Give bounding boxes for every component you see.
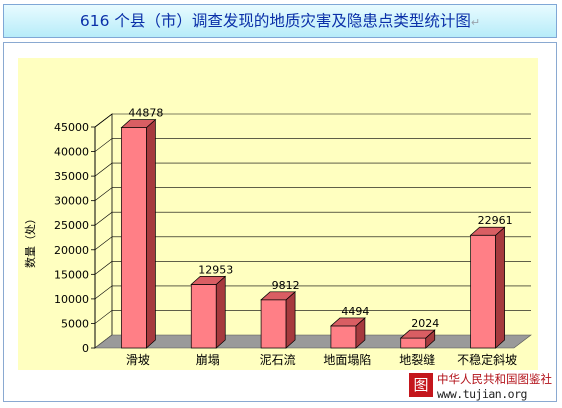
x-tick-label: 滑坡 xyxy=(126,353,150,367)
chart-title-bar: 616 个县（市）调查发现的地质灾害及隐患点类型统计图↵ xyxy=(3,4,557,38)
bar xyxy=(260,299,287,349)
watermark-url: www.tujian.org xyxy=(437,387,527,401)
gridline xyxy=(94,261,531,275)
x-tick-label: 地裂缝 xyxy=(399,352,435,367)
x-tick-label: 泥石流 xyxy=(260,353,296,367)
bar-side xyxy=(495,226,505,349)
bar xyxy=(400,337,427,349)
gridline xyxy=(94,285,531,300)
bar-side xyxy=(285,291,296,349)
data-label: 2024 xyxy=(411,317,439,330)
gridline xyxy=(94,310,531,324)
bar-top xyxy=(469,226,506,236)
bar xyxy=(121,127,147,349)
data-label: 9812 xyxy=(272,279,300,292)
bar-top xyxy=(399,329,436,339)
x-tick-label: 地面塌陷 xyxy=(323,352,371,367)
bar-top xyxy=(329,317,366,327)
gridline xyxy=(94,236,531,251)
bar-top xyxy=(260,291,297,301)
data-label: 4494 xyxy=(341,305,369,318)
data-label: 22961 xyxy=(478,214,513,227)
y-tick-label: 15000 xyxy=(54,268,89,281)
y-axis-title: 数量（处） xyxy=(24,213,37,268)
y-tick-label: 45000 xyxy=(54,121,89,134)
y-tick-label: 10000 xyxy=(54,293,89,306)
gridline xyxy=(94,113,531,128)
y-tick-label: 0 xyxy=(82,342,89,355)
y-tick-label: 20000 xyxy=(54,244,89,257)
watermark-name: 中华人民共和国图鉴社 xyxy=(437,372,552,386)
gridline xyxy=(94,162,531,177)
chart-floor xyxy=(94,334,532,349)
gridline xyxy=(94,138,531,152)
bar xyxy=(190,284,217,349)
paragraph-mark: ↵ xyxy=(470,16,481,29)
data-label: 44878 xyxy=(128,107,163,120)
chart-title: 616 个县（市）调查发现的地质灾害及隐患点类型统计图 xyxy=(79,12,471,30)
bar-top xyxy=(190,276,227,285)
y-tick-label: 35000 xyxy=(54,170,89,183)
gridline xyxy=(94,211,531,226)
x-tick-label: 不稳定斜坡 xyxy=(457,352,517,367)
side-wall xyxy=(94,113,113,349)
bar xyxy=(330,325,357,349)
publisher-logo-icon: 图 xyxy=(409,373,433,397)
bar-side xyxy=(146,118,156,349)
gridline xyxy=(94,187,531,201)
bar xyxy=(470,234,496,349)
y-tick-label: 25000 xyxy=(54,219,89,232)
y-tick-label: 30000 xyxy=(54,195,89,208)
y-tick-label: 5000 xyxy=(61,317,89,330)
data-label: 12953 xyxy=(198,263,233,276)
y-tick-label: 40000 xyxy=(54,146,89,159)
x-tick-label: 崩塌 xyxy=(196,353,220,367)
bar-top xyxy=(120,119,157,128)
bar-side xyxy=(215,275,226,349)
